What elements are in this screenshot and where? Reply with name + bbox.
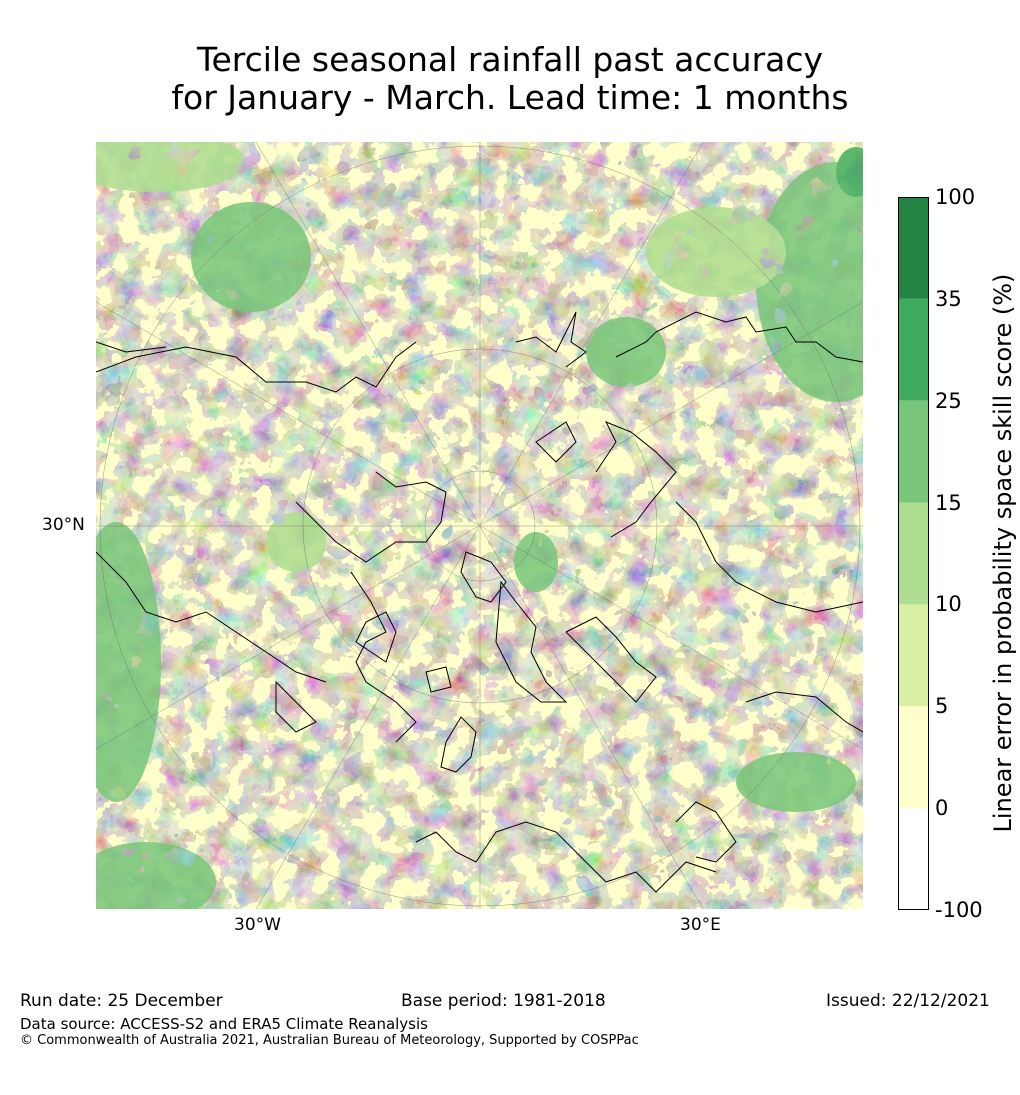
graticule [96,142,863,909]
polar-skill-map [96,142,863,909]
colorbar-bin [898,706,929,809]
colorbar-bin [898,400,929,503]
colorbar-tick-label: 10 [935,592,962,617]
colorbar-bin [898,502,929,605]
colorbar-tick-label: 25 [935,388,962,413]
colorbar-tick-label: 35 [935,286,962,311]
data-source: Data source: ACCESS-S2 and ERA5 Climate … [20,1015,428,1033]
map-title-line-1: Tercile seasonal rainfall past accuracy [196,40,824,79]
colorbar-tick-label: 0 [935,796,949,821]
colorbar-tick-label: 5 [935,694,949,719]
base-period: Base period: 1981-2018 [401,991,606,1011]
colorbar-tick-label: 15 [935,490,962,515]
colorbar-border [898,197,929,910]
coastlines [96,311,863,893]
run-date: Run date: 25 December [20,991,223,1011]
colorbar-title: Linear error in probability space skill … [989,273,1017,833]
issued-date: Issued: 22/12/2021 [826,991,990,1011]
colorbar-bin [898,197,929,299]
copyright-notice: © Commonwealth of Australia 2021, Austra… [20,1033,639,1048]
colorbar-bin [898,604,929,707]
map-title-line-2: for January - March. Lead time: 1 months [171,78,849,117]
longitude-label-30e: 30°E [680,915,721,935]
colorbar-tick-label: -100 [935,898,983,922]
colorbar-bin [898,808,929,910]
latitude-label-30n: 30°N [42,515,85,535]
colorbar-bin [898,298,929,401]
colorbar [898,197,929,910]
colorbar-tick-label: 100 [935,185,976,209]
longitude-label-30w: 30°W [234,915,281,935]
